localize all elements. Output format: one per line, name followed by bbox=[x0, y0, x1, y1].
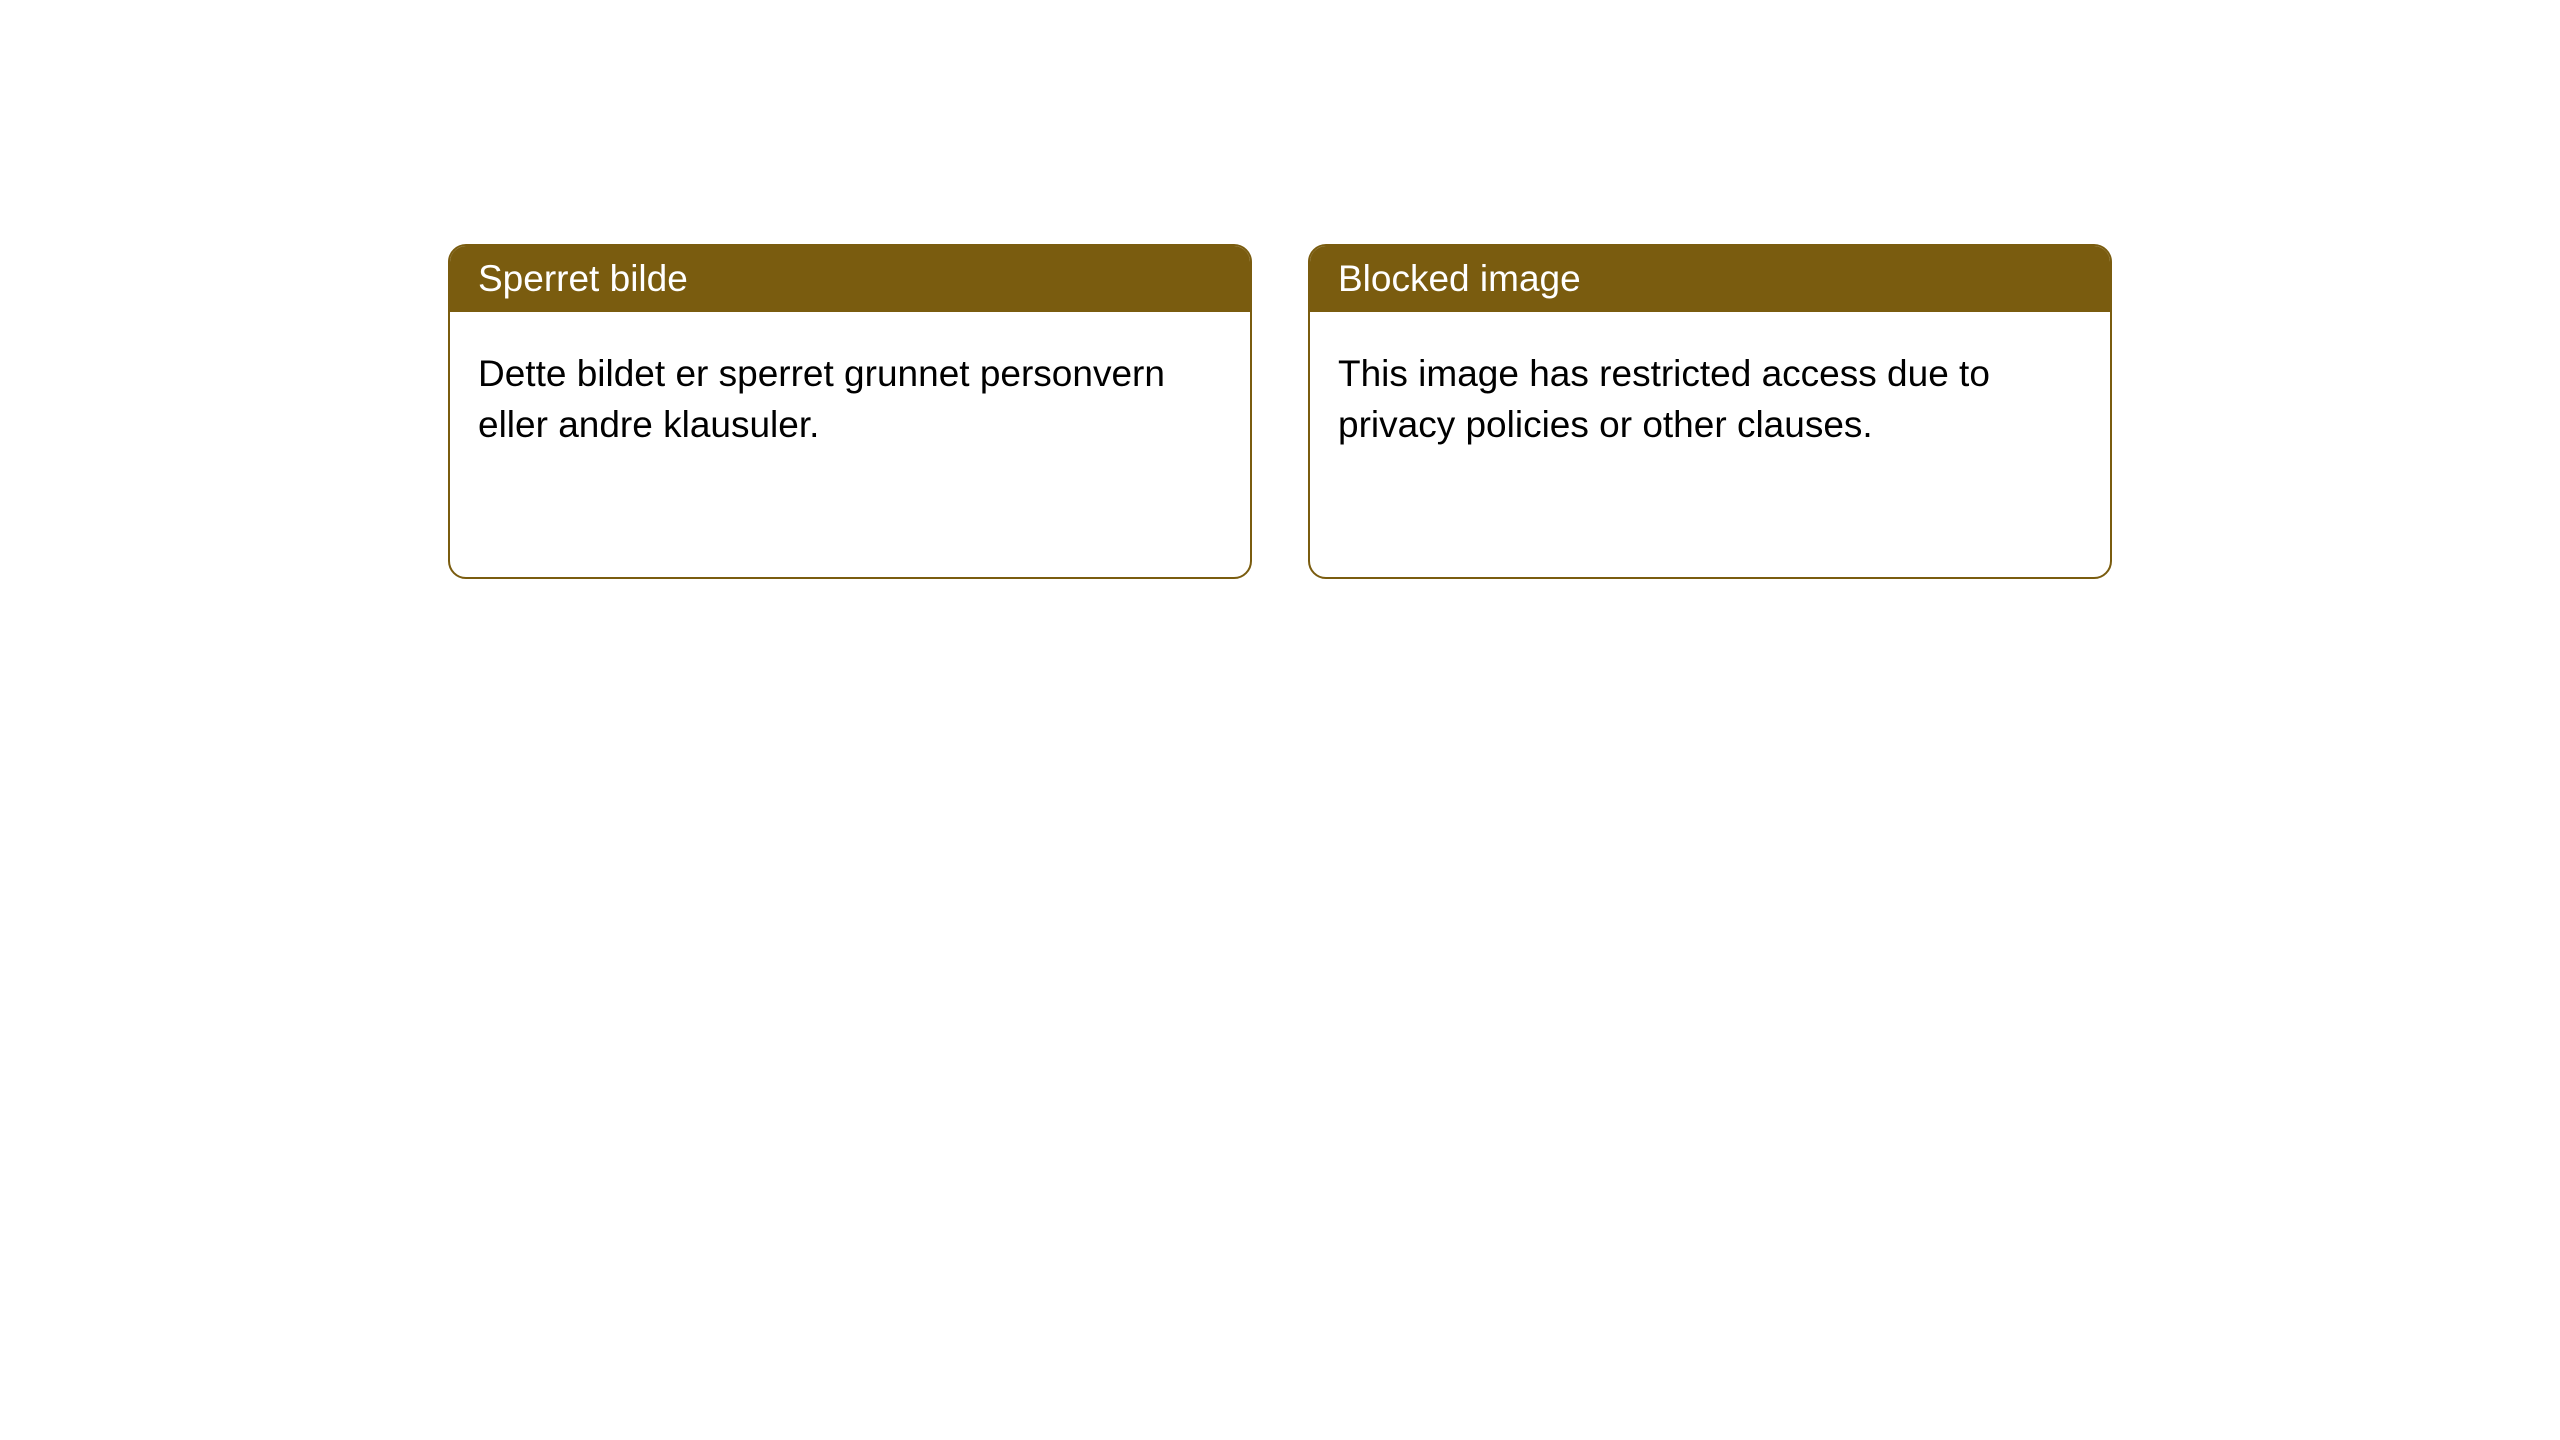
notice-cards-container: Sperret bilde Dette bildet er sperret gr… bbox=[0, 0, 2560, 579]
blocked-image-card-en: Blocked image This image has restricted … bbox=[1308, 244, 2112, 579]
blocked-image-card-no: Sperret bilde Dette bildet er sperret gr… bbox=[448, 244, 1252, 579]
card-body: Dette bildet er sperret grunnet personve… bbox=[450, 312, 1250, 478]
card-title: Sperret bilde bbox=[478, 258, 688, 299]
card-header: Sperret bilde bbox=[450, 246, 1250, 312]
card-title: Blocked image bbox=[1338, 258, 1581, 299]
card-header: Blocked image bbox=[1310, 246, 2110, 312]
card-body: This image has restricted access due to … bbox=[1310, 312, 2110, 478]
card-body-text: Dette bildet er sperret grunnet personve… bbox=[478, 353, 1165, 445]
card-body-text: This image has restricted access due to … bbox=[1338, 353, 1990, 445]
